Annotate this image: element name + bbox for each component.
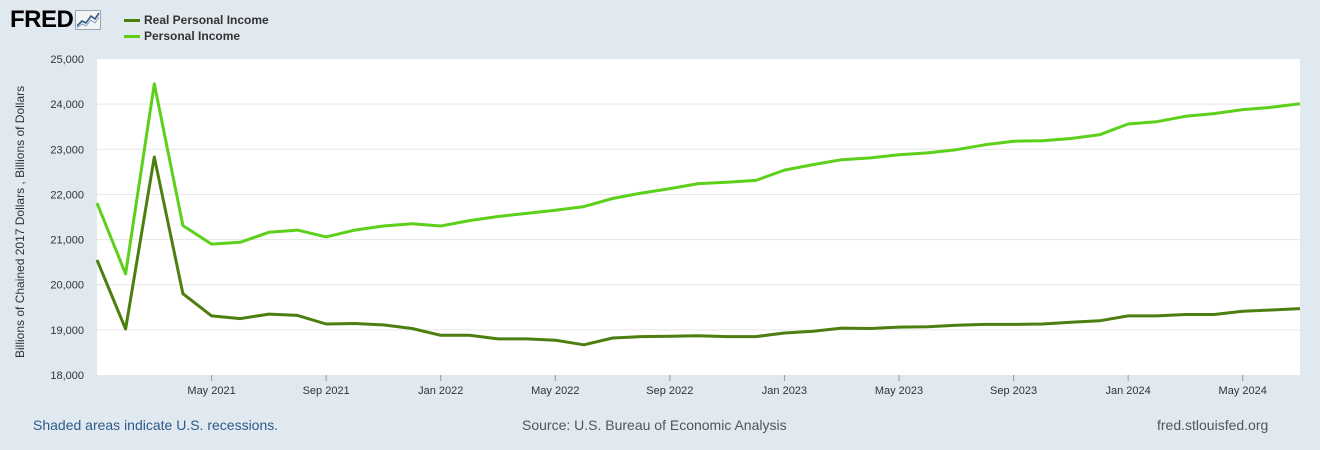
y-tick-label: 20,000 bbox=[50, 280, 84, 292]
logo-text: FRED bbox=[10, 6, 74, 33]
series-line-real-personal-income[interactable] bbox=[95, 155, 1301, 347]
x-tick-label: Sep 2021 bbox=[303, 385, 350, 397]
legend-label-real-personal-income: Real Personal Income bbox=[144, 13, 269, 27]
site-link[interactable]: fred.stlouisfed.org bbox=[1157, 417, 1269, 433]
chart-legend: Real Personal Income Personal Income bbox=[124, 12, 269, 44]
x-tick-label: Jan 2022 bbox=[418, 385, 463, 397]
x-tick-label: May 2021 bbox=[187, 385, 235, 397]
x-tick-label: Jan 2024 bbox=[1106, 385, 1151, 397]
line-chart[interactable]: 18,000 19,000 20,000 21,000 22,000 23,000 24,0… bbox=[0, 0, 1320, 410]
x-tick-label: May 2022 bbox=[531, 385, 579, 397]
y-tick-label: 23,000 bbox=[50, 144, 84, 156]
fred-logo[interactable]: FRED bbox=[10, 6, 102, 33]
legend-label-personal-income: Personal Income bbox=[144, 29, 241, 43]
series-lines bbox=[95, 82, 1301, 347]
y-axis-label: Billions of Chained 2017 Dollars , Billi… bbox=[13, 86, 27, 358]
legend-swatch-real-personal-income bbox=[124, 18, 140, 22]
x-axis-ticks: May 2021 Sep 2021 Jan 2022 May 2022 Sep 2022… bbox=[187, 375, 1267, 397]
x-tick-label: Sep 2022 bbox=[646, 385, 693, 397]
plot-area bbox=[97, 59, 1300, 375]
x-tick-label: May 2023 bbox=[875, 385, 923, 397]
y-tick-label: 22,000 bbox=[50, 189, 84, 201]
recession-note: Shaded areas indicate U.S. recessions. bbox=[33, 417, 279, 433]
legend-item-personal-income[interactable]: Personal Income bbox=[124, 28, 269, 44]
y-tick-label: 25,000 bbox=[50, 54, 84, 66]
series-line-personal-income[interactable] bbox=[95, 82, 1301, 276]
x-tick-label: Sep 2023 bbox=[990, 385, 1037, 397]
legend-swatch-personal-income bbox=[124, 34, 140, 38]
chart-line-icon bbox=[75, 10, 102, 30]
gridlines bbox=[97, 103, 1300, 331]
y-tick-label: 21,000 bbox=[50, 235, 84, 247]
x-tick-label: May 2024 bbox=[1219, 385, 1267, 397]
source-note: Source: U.S. Bureau of Economic Analysis bbox=[522, 417, 787, 433]
legend-item-real-personal-income[interactable]: Real Personal Income bbox=[124, 12, 269, 28]
y-tick-label: 19,000 bbox=[50, 325, 84, 337]
y-axis-ticks: 18,000 19,000 20,000 21,000 22,000 23,000 24,0… bbox=[50, 54, 84, 382]
y-tick-label: 18,000 bbox=[50, 370, 84, 382]
x-tick-label: Jan 2023 bbox=[762, 385, 807, 397]
y-tick-label: 24,000 bbox=[50, 99, 84, 111]
